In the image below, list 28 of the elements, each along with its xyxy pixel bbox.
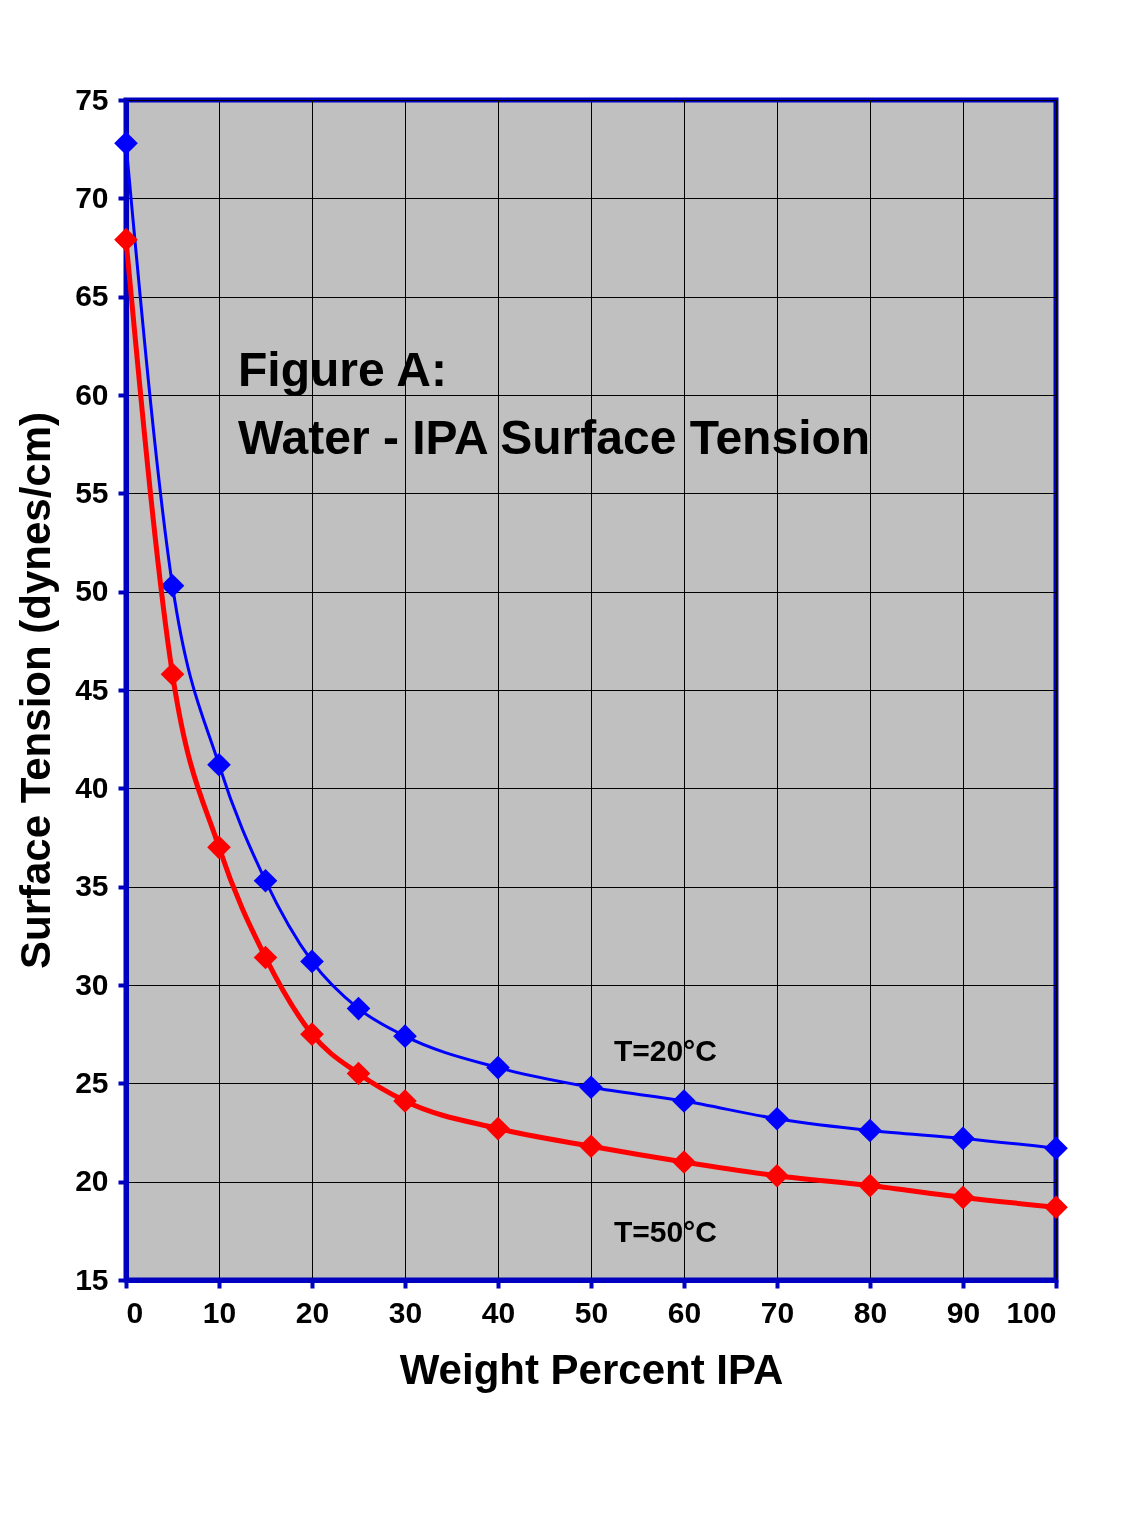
point — [114, 131, 138, 156]
x-tick-label: 10 — [202, 1295, 237, 1329]
x-tick-label: 80 — [853, 1295, 888, 1329]
x-tick-label: 60 — [667, 1295, 702, 1329]
x-tick-label: 30 — [388, 1295, 423, 1329]
y-tick-label: 70 — [75, 180, 109, 214]
y-tick-label: 40 — [75, 770, 109, 804]
x-tick-label: 0 — [126, 1295, 144, 1329]
x-tick-label: 40 — [481, 1295, 516, 1329]
x-tick-label: 20 — [295, 1295, 330, 1329]
x-tick-label: 70 — [760, 1295, 795, 1329]
y-tick-label: 60 — [75, 377, 109, 411]
y-tick-label: 20 — [75, 1164, 109, 1198]
y-tick-label: 65 — [75, 279, 109, 313]
y-tick-label: 25 — [75, 1065, 109, 1099]
y-tick-label: 30 — [75, 967, 109, 1001]
y-tick-label: 50 — [75, 574, 109, 608]
x-axis-title: Weight Percent IPA — [399, 1345, 784, 1393]
y-tick-label: 15 — [75, 1262, 109, 1296]
y-tick-label: 55 — [75, 475, 109, 509]
point — [1044, 1136, 1068, 1161]
x-tick-label: 90 — [946, 1295, 981, 1329]
x-tick-label: 50 — [574, 1295, 609, 1329]
y-tick-label: 35 — [75, 869, 109, 903]
x-tick-label: 100 — [1006, 1295, 1057, 1329]
y-axis-title: Surface Tension (dynes/cm) — [12, 411, 60, 970]
y-tick-label: 75 — [75, 82, 109, 116]
y-tick-label: 45 — [75, 672, 109, 706]
